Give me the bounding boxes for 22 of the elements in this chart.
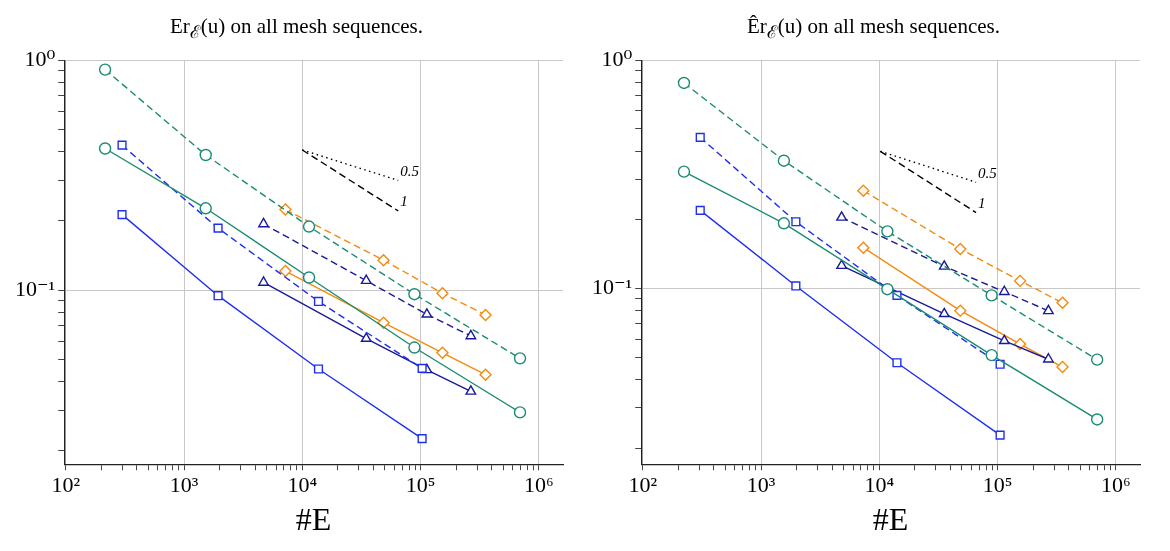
x-tick-label: 10⁵ — [405, 472, 436, 498]
series-label: 1 — [400, 193, 408, 210]
chart-title: Er$_{ℰ}$(u) on all mesh sequences. — [169, 13, 423, 44]
x-tick-label: 10⁶ — [1101, 472, 1131, 498]
x-axis-title: #E — [872, 501, 909, 538]
x-tick-label: 10³ — [169, 472, 199, 498]
chart-title: Êr$_{ℰ}$(u) on all mesh sequences. — [746, 13, 1000, 44]
x-tick-label: 10⁵ — [982, 472, 1013, 498]
x-tick-label: 10³ — [746, 472, 776, 498]
y-tick-label: 10⁻¹ — [591, 274, 633, 300]
y-tick-label: 10⁰ — [24, 45, 56, 71]
x-tick-label: 10⁴ — [864, 472, 895, 498]
x-tick-label: 10⁴ — [287, 472, 318, 498]
x-tick-label: 10² — [51, 472, 81, 498]
y-tick-label: 10⁰ — [601, 45, 633, 71]
series-label: 0.5 — [400, 162, 420, 179]
x-axis-title: #E — [295, 501, 332, 538]
series-label: 0.5 — [978, 164, 998, 181]
x-tick-label: 10² — [628, 472, 658, 498]
series-label: 1 — [978, 195, 986, 212]
y-tick-label: 10⁻¹ — [14, 275, 56, 301]
x-tick-label: 10⁶ — [524, 472, 554, 498]
